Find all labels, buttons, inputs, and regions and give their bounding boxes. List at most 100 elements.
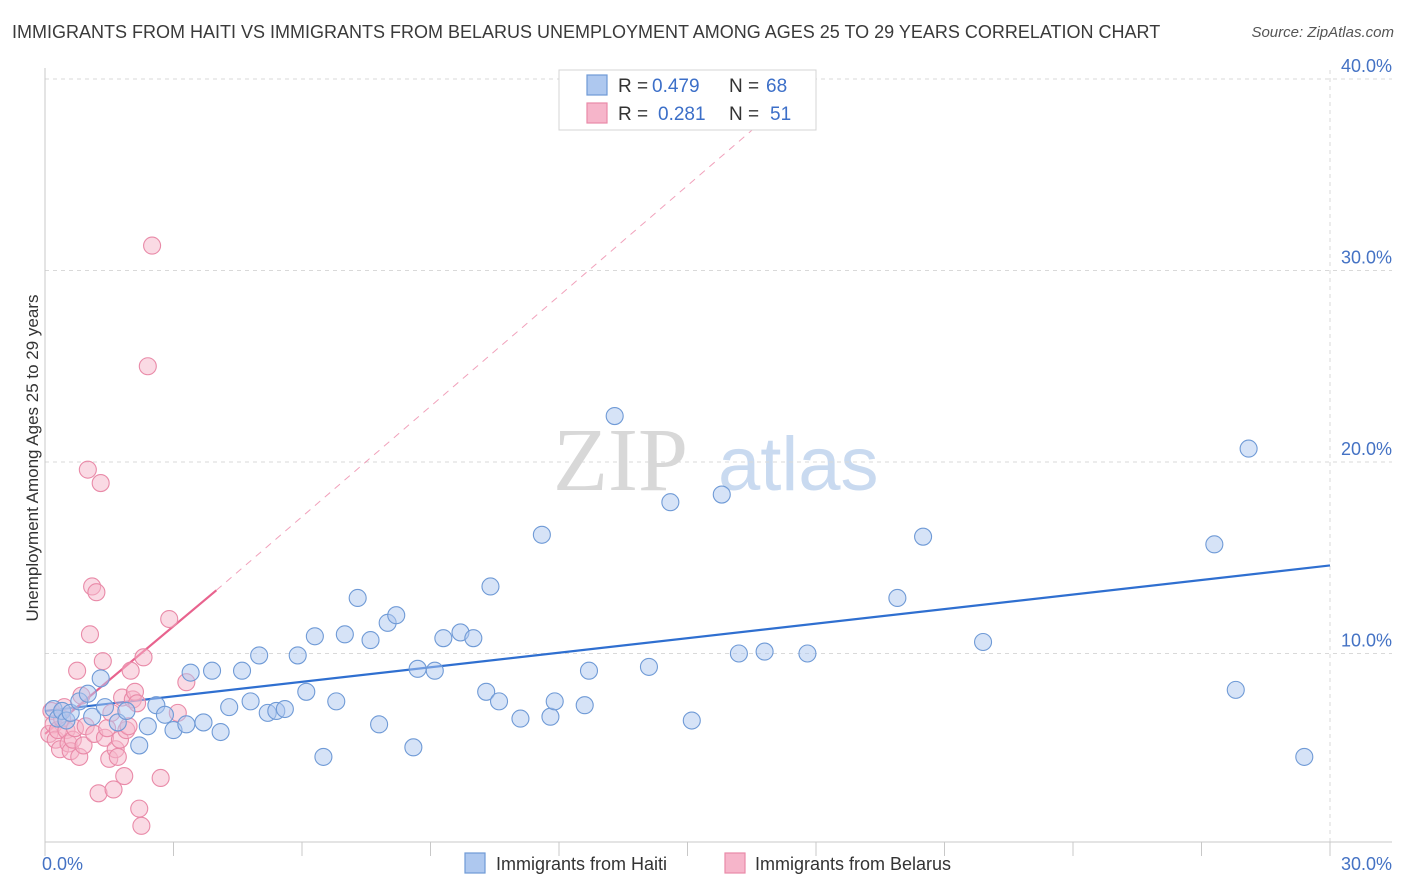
watermark-atlas: atlas <box>718 422 879 507</box>
haiti-point <box>404 738 423 757</box>
haiti-point <box>117 701 136 721</box>
legend-n-value-haiti: 68 <box>766 76 787 97</box>
haiti-point <box>177 715 196 734</box>
haiti-point <box>425 661 444 680</box>
belarus-point <box>160 609 179 629</box>
legend-r-label-belarus: R = <box>618 104 648 125</box>
haiti-trend-line <box>44 564 1331 713</box>
x-tick-label-min: 0.0% <box>42 854 83 874</box>
haiti-point <box>973 632 993 652</box>
haiti-point <box>464 629 483 648</box>
haiti-point <box>888 588 907 608</box>
haiti-point <box>203 661 222 680</box>
y-axis-label: Unemployment Among Ages 25 to 29 years <box>23 295 42 622</box>
y-tick-label: 40.0% <box>1341 56 1392 76</box>
belarus-point <box>134 648 153 667</box>
belarus-point <box>89 784 108 803</box>
haiti-point <box>477 682 496 701</box>
haiti-point <box>348 588 367 608</box>
belarus-point <box>138 357 157 376</box>
haiti-point <box>305 627 324 646</box>
haiti-point <box>1226 680 1245 699</box>
haiti-point <box>327 692 346 711</box>
haiti-point <box>78 684 97 703</box>
haiti-point <box>511 709 530 728</box>
bottom-legend-swatch-belarus <box>724 852 746 874</box>
haiti-point <box>181 663 200 682</box>
haiti-point <box>130 736 149 755</box>
x-tick-label-max: 30.0% <box>1341 854 1392 874</box>
haiti-point <box>661 493 680 512</box>
belarus-point <box>143 236 162 255</box>
chart-title: IMMIGRANTS FROM HAITI VS IMMIGRANTS FROM… <box>12 22 1161 42</box>
haiti-point <box>211 722 230 742</box>
haiti-point <box>729 644 748 663</box>
belarus-trend-extension <box>216 74 817 591</box>
belarus-point <box>104 780 123 799</box>
legend-r-label-haiti: R = <box>618 76 648 97</box>
haiti-point <box>541 707 560 726</box>
haiti-point <box>532 525 551 544</box>
belarus-point <box>108 747 127 766</box>
haiti-point <box>1205 535 1224 554</box>
haiti-point <box>481 577 500 596</box>
haiti-point <box>712 485 731 504</box>
belarus-points <box>40 236 196 835</box>
haiti-point <box>434 629 453 648</box>
haiti-point <box>83 707 102 726</box>
haiti-point <box>335 625 354 644</box>
belarus-point <box>132 816 151 835</box>
haiti-trend-group <box>44 564 1331 713</box>
haiti-point <box>755 642 774 661</box>
legend-swatch-haiti <box>586 74 608 96</box>
haiti-point <box>1239 439 1258 458</box>
belarus-point <box>91 474 110 493</box>
haiti-point <box>314 747 333 766</box>
haiti-point <box>95 698 115 717</box>
haiti-point <box>387 606 406 625</box>
haiti-point <box>241 692 260 711</box>
haiti-point <box>579 661 599 680</box>
legend-n-label-belarus: N = <box>729 104 759 125</box>
belarus-point <box>68 661 87 680</box>
haiti-point <box>275 699 294 719</box>
correlation-legend: R = 0.479 N = 68 R = 0.281 N = 51 <box>558 69 817 131</box>
belarus-point <box>80 625 100 644</box>
belarus-point <box>151 768 170 788</box>
haiti-point <box>798 644 817 663</box>
haiti-point <box>1295 747 1314 766</box>
belarus-point <box>87 583 106 602</box>
haiti-point <box>288 646 307 665</box>
belarus-trend-group <box>44 74 817 735</box>
haiti-point <box>155 705 174 724</box>
haiti-point <box>914 527 933 546</box>
haiti-point <box>232 661 252 680</box>
haiti-point <box>194 713 213 732</box>
haiti-point <box>220 698 239 717</box>
haiti-point <box>682 711 701 730</box>
belarus-point <box>78 460 97 479</box>
haiti-point <box>575 696 594 715</box>
bottom-legend-swatch-haiti <box>464 852 486 874</box>
belarus-point <box>115 767 134 786</box>
legend-n-label-haiti: N = <box>729 76 759 97</box>
haiti-point <box>639 657 659 676</box>
haiti-point <box>91 669 110 688</box>
haiti-point <box>361 631 380 650</box>
legend-n-value-belarus: 51 <box>770 104 791 125</box>
y-tick-label: 10.0% <box>1341 631 1392 651</box>
belarus-point <box>121 661 140 680</box>
legend-swatch-belarus <box>586 102 608 124</box>
haiti-point <box>545 692 564 711</box>
y-tick-label: 20.0% <box>1341 439 1392 459</box>
haiti-point <box>605 406 624 426</box>
bottom-legend-label-haiti: Immigrants from Haiti <box>496 854 667 874</box>
chart-source: Source: ZipAtlas.com <box>1251 24 1394 41</box>
belarus-point <box>74 736 93 755</box>
belarus-point <box>93 652 112 671</box>
haiti-point <box>250 646 269 665</box>
y-tick-labels: 10.0% 20.0% 30.0% 40.0% <box>1341 56 1392 651</box>
haiti-point <box>138 717 157 736</box>
haiti-point <box>408 659 427 678</box>
